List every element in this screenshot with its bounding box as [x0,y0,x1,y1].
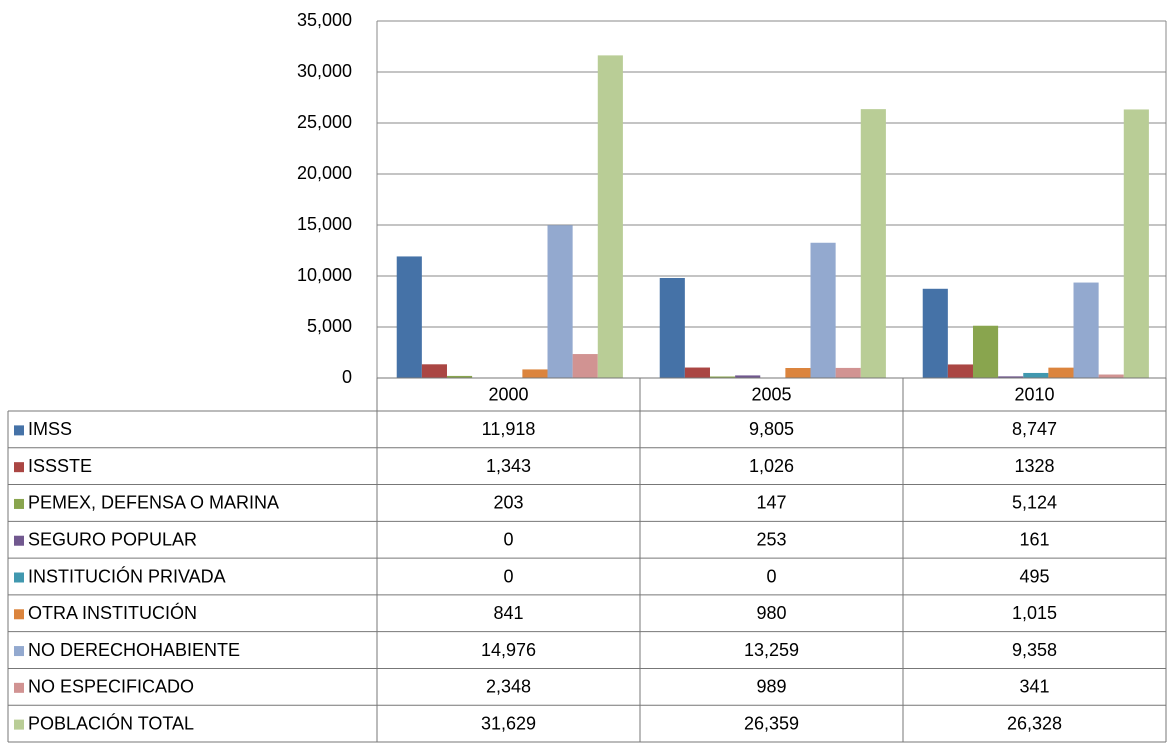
legend-key [14,609,24,620]
legend-label: OTRA INSTITUCIÓN [28,602,197,623]
legend-label: NO ESPECIFICADO [28,677,194,697]
legend-key [14,462,24,473]
bar [1073,282,1099,378]
data-label: 253 [756,529,786,549]
y-tick-label: 10,000 [297,265,352,285]
data-label: 0 [766,566,776,586]
bar [547,225,573,378]
bar [597,55,623,378]
data-label: 341 [1019,677,1049,697]
y-tick-label: 5,000 [307,316,352,336]
data-label: 1,343 [486,456,531,476]
y-tick-label: 30,000 [297,61,352,81]
y-tick-label: 20,000 [297,163,352,183]
bar [1023,372,1049,378]
data-label: 841 [493,603,523,623]
data-label: 0 [503,529,513,549]
data-label: 14,976 [481,640,536,660]
bar [684,367,710,378]
bar [1098,374,1124,378]
legend-label: IMSS [28,419,72,439]
data-label: 0 [503,566,513,586]
data-label: 5,124 [1012,493,1057,513]
bar [922,288,948,378]
bar [396,256,422,378]
legend-key [14,572,24,583]
data-label: 1,026 [749,456,794,476]
x-tick-label: 2005 [751,384,791,404]
y-tick-label: 25,000 [297,112,352,132]
data-label: 1328 [1014,456,1054,476]
legend-key [14,498,24,509]
data-label: 26,328 [1007,713,1062,733]
y-tick-label: 35,000 [297,10,352,30]
data-label: 9,358 [1012,640,1057,660]
x-tick-label: 2010 [1014,384,1054,404]
legend-label: NO DERECHOHABIENTE [28,640,240,660]
bar [860,109,886,379]
legend-key [14,535,24,546]
bar [972,325,999,378]
data-label: 980 [756,603,786,623]
bar [659,277,685,378]
data-label: 31,629 [481,713,536,733]
data-label: 161 [1019,529,1049,549]
bar [835,367,861,378]
y-tick-label: 15,000 [297,214,352,234]
legend-key [14,719,24,730]
legend-key [14,425,24,436]
bar [446,375,473,378]
bar [1048,367,1074,378]
legend-label: SEGURO POPULAR [28,529,197,549]
data-label: 203 [493,493,523,513]
bar [998,376,1024,378]
data-label: 13,259 [744,640,799,660]
data-label: 989 [756,677,786,697]
data-label: 11,918 [482,419,536,439]
bar [735,375,761,378]
bar [810,242,836,378]
y-tick-label: 0 [342,367,352,387]
legend-label: ISSSTE [28,456,92,476]
bar [785,368,811,378]
data-label: 9,805 [749,419,794,439]
data-label: 147 [756,493,786,513]
bar [522,369,548,378]
data-label: 2,348 [486,677,531,697]
data-label: 26,359 [744,713,799,733]
data-label: 1,015 [1012,603,1057,623]
data-label: 495 [1019,566,1049,586]
legend-label: INSTITUCIÓN PRIVADA [28,565,226,586]
bar [421,364,447,378]
legend-key [14,646,24,657]
legend-label: POBLACIÓN TOTAL [28,712,194,733]
legend-label: PEMEX, DEFENSA O MARINA [28,493,279,513]
bar [947,364,973,378]
data-label: 8,747 [1012,419,1057,439]
bar [1123,109,1149,378]
bar [572,354,598,378]
bar [709,376,736,378]
legend-key [14,682,24,693]
x-tick-label: 2000 [488,384,528,404]
